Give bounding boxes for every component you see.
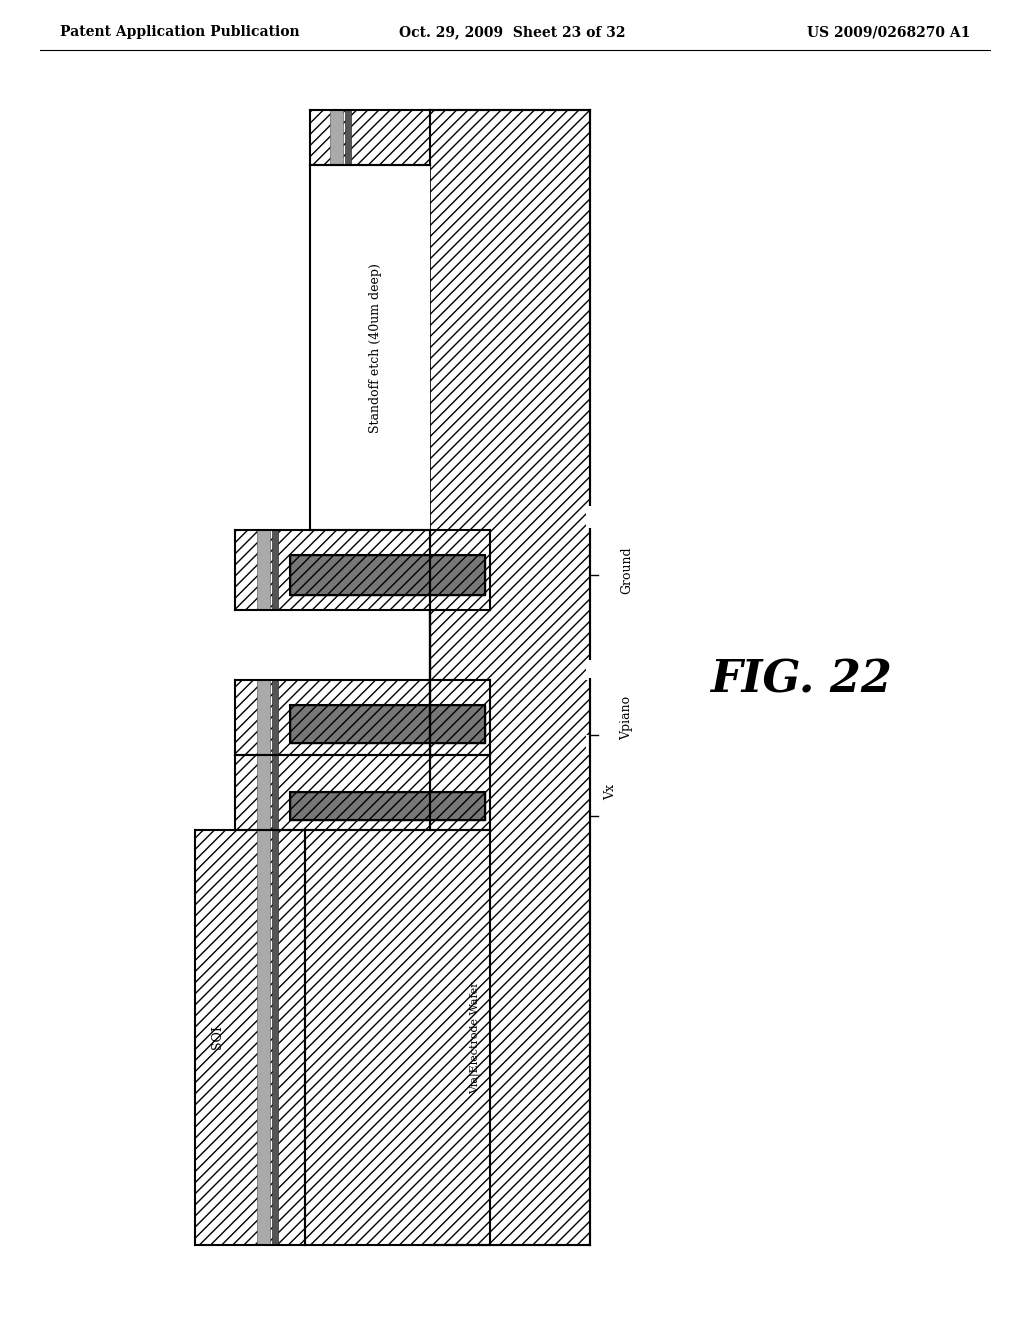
Bar bbox=[330, 110, 343, 165]
Bar bbox=[290, 705, 485, 743]
Text: Patent Application Publication: Patent Application Publication bbox=[60, 25, 300, 40]
Text: SOI: SOI bbox=[211, 1026, 223, 1049]
Bar bbox=[257, 680, 270, 755]
Bar bbox=[234, 531, 490, 610]
Bar bbox=[310, 110, 430, 165]
Text: Oct. 29, 2009  Sheet 23 of 32: Oct. 29, 2009 Sheet 23 of 32 bbox=[398, 25, 626, 40]
Bar bbox=[272, 531, 278, 610]
Bar bbox=[310, 165, 430, 531]
Bar bbox=[257, 531, 270, 610]
Bar bbox=[234, 680, 490, 755]
Bar bbox=[272, 755, 278, 830]
Text: Standoff etch (40um deep): Standoff etch (40um deep) bbox=[369, 263, 382, 433]
Bar bbox=[586, 735, 594, 755]
Bar bbox=[290, 554, 485, 595]
Bar bbox=[345, 110, 351, 165]
Bar bbox=[430, 110, 590, 1245]
Text: Vx: Vx bbox=[604, 784, 617, 800]
Bar bbox=[290, 792, 485, 820]
Bar bbox=[272, 680, 278, 755]
Text: US 2009/0268270 A1: US 2009/0268270 A1 bbox=[807, 25, 970, 40]
Bar bbox=[588, 660, 598, 678]
Text: Via|Electrode Wafer: Via|Electrode Wafer bbox=[469, 981, 480, 1094]
Bar bbox=[257, 755, 270, 830]
Bar bbox=[290, 554, 485, 595]
Bar bbox=[234, 755, 490, 830]
Bar bbox=[290, 792, 485, 820]
Bar bbox=[290, 705, 485, 743]
Bar bbox=[305, 830, 490, 1245]
Bar bbox=[257, 830, 270, 1245]
Text: FIG. 22: FIG. 22 bbox=[710, 659, 892, 701]
Text: Vpiano: Vpiano bbox=[620, 696, 633, 739]
Bar bbox=[588, 506, 598, 528]
Bar bbox=[195, 830, 305, 1245]
Bar bbox=[272, 830, 278, 1245]
Bar bbox=[586, 660, 594, 680]
Text: Ground: Ground bbox=[620, 546, 633, 594]
Bar bbox=[586, 506, 594, 531]
